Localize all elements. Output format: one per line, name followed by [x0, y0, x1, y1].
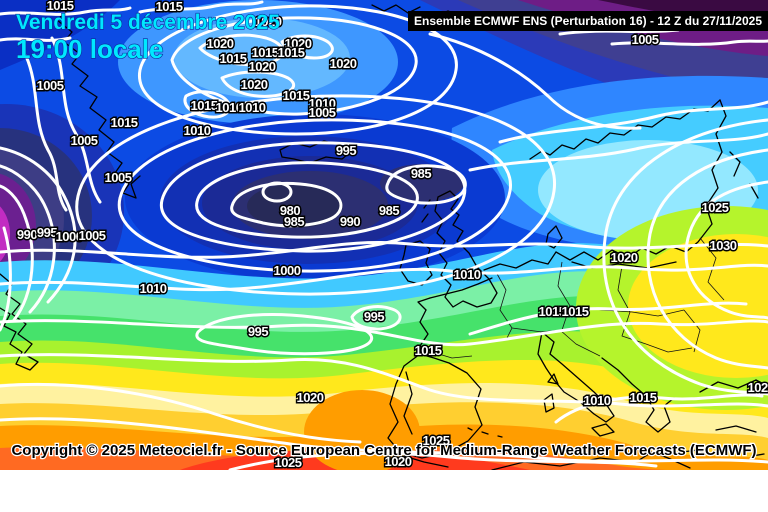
isobar-label: 995	[364, 309, 384, 324]
map-copyright: Copyright © 2025 Meteociel.fr - Source E…	[11, 442, 756, 459]
date-label: Vendredi 5 décembre 2025	[16, 11, 280, 34]
isobar-label: 1015	[252, 45, 279, 60]
isobar-label: 1025	[702, 200, 729, 215]
isobar-label: 1030	[710, 238, 737, 253]
isobar-label: 1015	[220, 51, 247, 66]
header-bar: Ensemble ECMWF ENS (Perturbation 16) - 1…	[408, 11, 768, 31]
isobar-contours	[0, 0, 768, 470]
isobar-label: 990	[340, 214, 360, 229]
isobar-label: 1015	[630, 390, 657, 405]
isobar-label: 985	[284, 214, 304, 229]
isobar-label: 990	[17, 227, 37, 242]
isobar-label: 1020	[207, 36, 234, 51]
isobar-label: 1015	[191, 98, 218, 113]
isobar-label: 1015	[156, 0, 183, 14]
isobar-label: 1020	[611, 250, 638, 265]
isobar-label: 1020	[297, 390, 324, 405]
isobar-label: 1005	[632, 32, 659, 47]
isobar-label: 1010	[184, 123, 211, 138]
isobar-label: 995	[336, 143, 356, 158]
isobar-label: 1010	[309, 96, 336, 111]
isobar-label: 1020	[330, 56, 357, 71]
isobar-label: 1005	[105, 170, 132, 185]
isobar-label: 1020	[255, 14, 282, 29]
isobar-label: 1015	[111, 115, 138, 130]
isobar-label: 1005	[71, 133, 98, 148]
isobar-label: 1000	[274, 263, 301, 278]
time-label: 19:00 locale	[16, 34, 163, 64]
datetime-overlay: Vendredi 5 décembre 2025 19:00 locale	[15, 10, 280, 64]
isobar-label: 1015	[278, 45, 305, 60]
isobar-label: 1015	[47, 0, 74, 13]
isobar-label: 995	[37, 225, 57, 240]
isobar-label: 1020	[249, 59, 276, 74]
isobar-label: 1010	[239, 100, 266, 115]
isobar-label: 995	[248, 324, 268, 339]
isobar-label: 980	[280, 203, 300, 218]
isobar-label: 1025	[275, 455, 302, 470]
isobar-label: 1005	[79, 228, 106, 243]
isobar-label: 1015	[415, 343, 442, 358]
isobar-label: 1010	[584, 393, 611, 408]
geopotential-field	[0, 0, 768, 470]
isobar-label: 1010	[216, 100, 243, 115]
isobar-label: 1015	[283, 88, 310, 103]
isobar-label: 1015	[539, 304, 566, 319]
isobar-label: 1015	[562, 304, 589, 319]
isobar-label: 1020	[385, 454, 412, 469]
isobar-label: 985	[411, 166, 431, 181]
isobar-label: 985	[379, 203, 399, 218]
model-run-title: Ensemble ECMWF ENS (Perturbation 16) - 1…	[414, 16, 763, 28]
isobar-label: 1005	[309, 105, 336, 120]
isobar-label: 1010	[454, 267, 481, 282]
isobar-label: 1020	[748, 380, 768, 395]
isobar-label: 1020	[241, 77, 268, 92]
isobar-label: 1005	[37, 78, 64, 93]
isobar-label: 1020	[285, 36, 312, 51]
footer-bar: Géop. Z500 & pression au sol (+ 198h) 49…	[0, 470, 768, 512]
isobar-label: 1025	[423, 433, 450, 448]
isobar-label: 1010	[140, 281, 167, 296]
isobar-label: 1000	[56, 229, 83, 244]
